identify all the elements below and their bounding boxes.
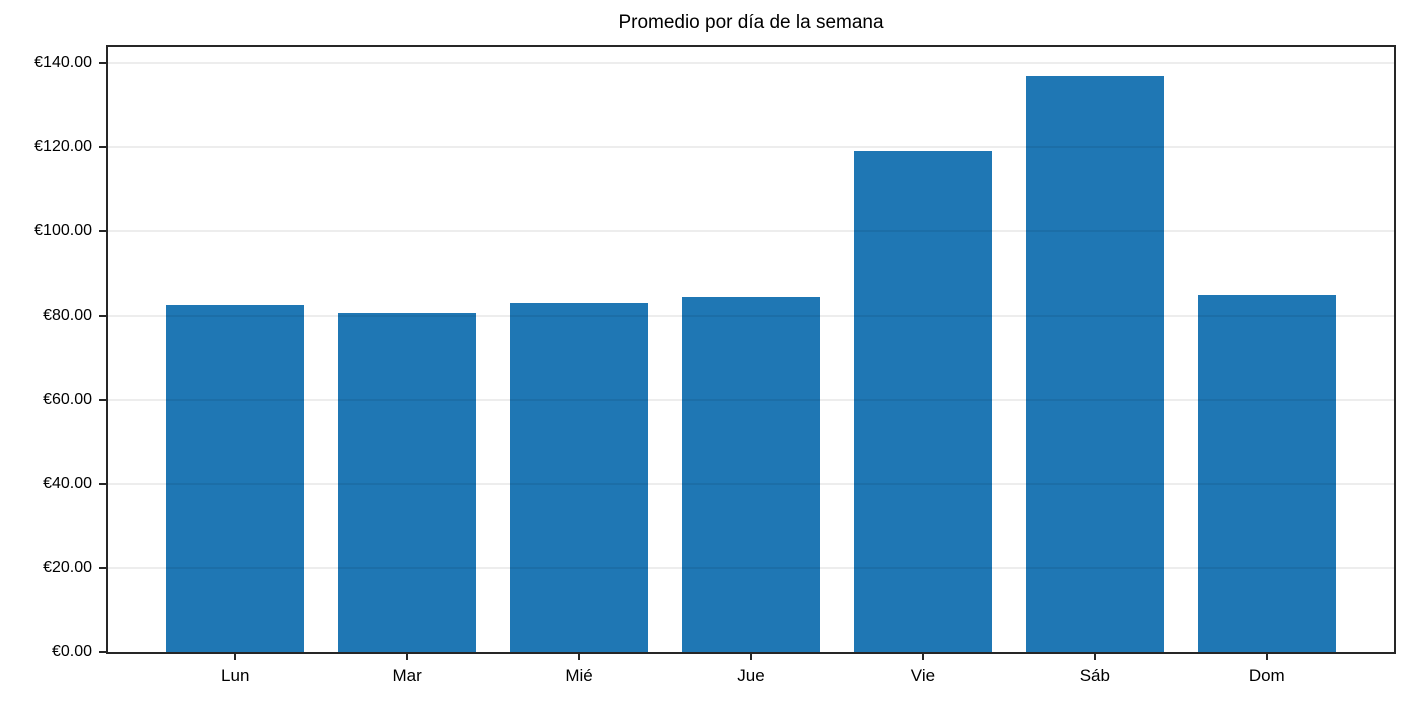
- gridline: [108, 146, 1394, 149]
- bar-mar: [338, 313, 476, 652]
- y-tick-label: €140.00: [34, 54, 92, 72]
- y-tick-mark: [99, 62, 106, 65]
- x-tick-mark: [1093, 653, 1096, 660]
- x-tick-label-jue: Jue: [737, 666, 765, 685]
- x-tick-mark: [750, 653, 752, 660]
- y-tick-mark: [99, 230, 106, 233]
- gridline: [108, 398, 1394, 401]
- bar-lun: [166, 304, 304, 652]
- x-tick-mark: [234, 653, 237, 660]
- x-tick-mark: [1265, 653, 1268, 660]
- x-tick-label-lun: Lun: [221, 666, 250, 685]
- x-tick-mark: [406, 653, 409, 660]
- y-tick-label: €40.00: [43, 474, 92, 492]
- bar-dom: [1198, 294, 1336, 652]
- gridline: [108, 482, 1394, 485]
- gridline: [108, 314, 1394, 317]
- y-tick-mark: [99, 146, 106, 149]
- y-tick-label: €20.00: [43, 558, 92, 576]
- x-tick-label-mar: Mar: [392, 666, 422, 685]
- bar-sáb: [1026, 75, 1164, 652]
- y-tick-label: €100.00: [34, 222, 92, 240]
- y-tick-label: €60.00: [43, 390, 92, 408]
- gridline: [108, 230, 1394, 233]
- x-tick-label-mié: Mié: [565, 666, 593, 685]
- x-tick-label-dom: Dom: [1248, 666, 1285, 685]
- plot-area: [106, 45, 1396, 654]
- gridline: [108, 62, 1394, 65]
- y-tick-mark: [99, 398, 106, 401]
- chart-title: Promedio por día de la semana: [618, 12, 884, 33]
- bar-vie: [854, 150, 992, 652]
- x-tick-label-sáb: Sáb: [1079, 666, 1110, 685]
- y-tick-mark: [99, 314, 106, 317]
- y-tick-mark: [99, 651, 106, 653]
- y-tick-mark: [99, 566, 106, 569]
- x-tick-label-vie: Vie: [910, 666, 936, 685]
- y-tick-label: €80.00: [43, 306, 92, 324]
- x-tick-mark: [578, 653, 581, 660]
- y-tick-mark: [99, 482, 106, 485]
- gridline: [108, 566, 1394, 569]
- y-tick-label: €0.00: [51, 643, 92, 660]
- bar-mié: [510, 303, 648, 652]
- bar-jue: [682, 297, 820, 652]
- y-tick-label: €120.00: [34, 138, 92, 156]
- x-tick-mark: [921, 653, 924, 660]
